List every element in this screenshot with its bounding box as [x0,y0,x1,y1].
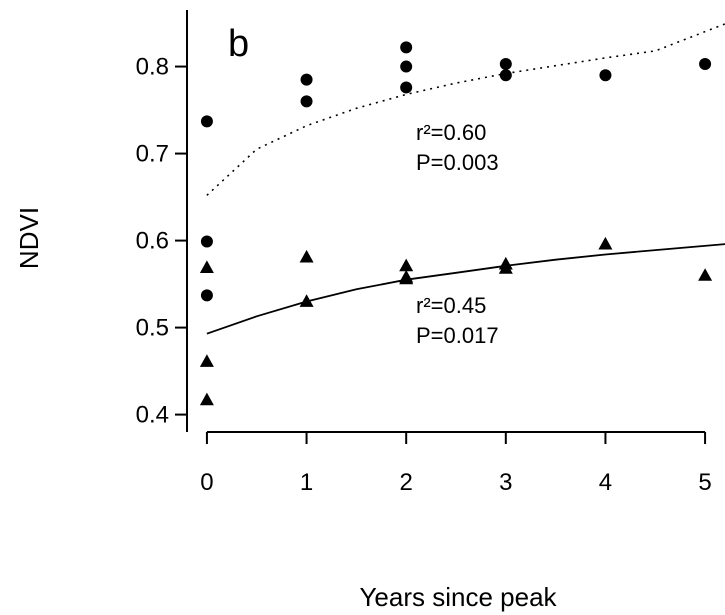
circle-point [499,69,512,82]
fit-line-series-2 [206,243,725,335]
x-tick-label: 0 [200,469,213,496]
circle-point [699,57,712,70]
x-tick-label: 1 [300,469,313,496]
y-tick-label: 0.5 [136,315,169,342]
triangle-point [299,249,314,263]
triangle-point [698,268,713,281]
x-tick-label: 4 [599,469,612,496]
triangle-point [399,271,414,285]
circle-point [200,115,213,128]
circle-point [300,73,313,86]
circle-point [599,69,612,82]
circle-point [499,57,512,70]
y-axis-label: NDVI [14,207,44,269]
triangle-point [299,294,314,307]
x-tick-label: 5 [698,469,711,496]
x-axis-label: Years since peak [359,582,557,612]
series-1-p-annotation: P=0.003 [416,150,499,175]
y-tick-label: 0.7 [136,141,169,168]
series-1-r2-annotation: r²=0.60 [416,120,486,145]
y-tick-label: 0.4 [136,402,169,429]
panel-label: b [228,23,249,65]
fit-lines [206,23,725,335]
x-tick-label: 2 [400,469,413,496]
y-tick-label: 0.6 [136,228,169,255]
circle-point [200,289,213,302]
y-tick-label: 0.8 [136,54,169,81]
series-2-p-annotation: P=0.017 [416,323,499,348]
triangle-point [399,258,414,272]
triangle-point [199,392,214,406]
triangle-point [199,260,214,273]
triangle-point [498,261,513,274]
circle-point [400,60,413,73]
circle-point [400,81,413,94]
series-2-r2-annotation: r²=0.45 [416,293,486,318]
circle-point [200,235,213,248]
triangle-point [598,236,613,250]
data-points [199,41,713,406]
circle-point [300,95,313,108]
circle-point [400,41,413,54]
triangle-point [199,354,214,367]
axes: 0.4 0.5 0.6 0.7 0.8 0 1 2 3 4 5 [136,10,712,496]
x-tick-label: 3 [499,469,512,496]
